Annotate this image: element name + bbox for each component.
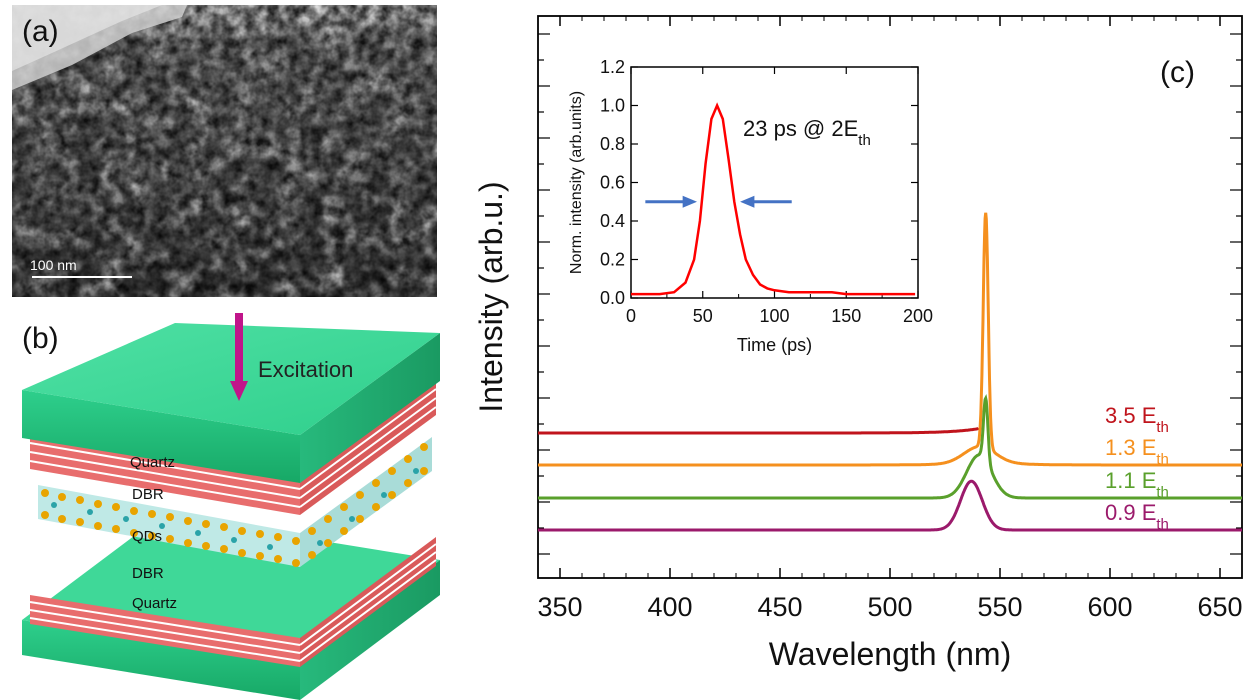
x-tick-label: 550 — [977, 592, 1022, 622]
inset-y-tick-label: 0.6 — [600, 173, 625, 193]
inset-x-tick-label: 100 — [759, 306, 789, 326]
spectrum-11-eth — [538, 393, 1242, 500]
inset-y-tick-label: 0.2 — [600, 250, 625, 270]
qd-layer — [38, 437, 432, 567]
inset-y-tick-label: 0.4 — [600, 211, 625, 231]
spectrum-13-eth — [538, 212, 1242, 467]
x-axis-label: Wavelength (nm) — [769, 636, 1011, 672]
inset-x-tick-label: 0 — [626, 306, 636, 326]
inset-y-tick-label: 0.0 — [600, 288, 625, 308]
panel-b-label: (b) — [22, 322, 59, 355]
legend-09-eth: 0.9 Eth — [1105, 500, 1169, 533]
x-tick-label: 650 — [1197, 592, 1242, 622]
tem-image — [12, 5, 437, 297]
inset-x-tick-label: 200 — [903, 306, 933, 326]
inset-plot-frame — [630, 66, 919, 299]
inset-y-tick-label: 1.0 — [600, 96, 625, 116]
quartz-top-side — [300, 333, 440, 483]
inset-annotation: 23 ps @ 2Eth — [743, 116, 871, 149]
inset-chart: 0 50 100 150 200 0.0 0.2 0.4 0.6 0.8 1.0 1.2 Time (… — [568, 57, 933, 355]
panel-c-label: (c) — [1160, 56, 1195, 89]
inset-y-axis-label: Norm. intensity (arb.units) — [568, 91, 585, 274]
x-tick-label: 400 — [647, 592, 692, 622]
scale-bar-label: 100 nm — [30, 257, 77, 273]
y-axis-label: Intensity (arb.u.) — [473, 181, 509, 412]
layer-label-dbr-bottom: DBR — [132, 565, 164, 582]
fwhm-arrow-right-head — [740, 195, 755, 208]
legend-35-eth: 3.5 Eth — [1105, 403, 1169, 436]
dbr-bottom — [29, 537, 437, 667]
inset-x-tick-label: 50 — [693, 306, 713, 326]
inset-y-tick-label: 0.8 — [600, 134, 625, 154]
quartz-top-surface — [22, 323, 440, 435]
spectrum-35-eth — [538, 427, 980, 435]
excitation-label: Excitation — [258, 357, 353, 382]
quartz-bottom-side — [300, 560, 440, 700]
tem-texture — [12, 5, 437, 297]
spectrum-09-eth — [538, 479, 1242, 532]
inset-pulse-line — [631, 102, 916, 296]
inset-y-tick-label: 1.2 — [600, 57, 625, 77]
fwhm-arrow-left-head — [682, 195, 698, 208]
panel-a-label: (a) — [22, 15, 59, 48]
dbr-top — [29, 381, 437, 515]
x-tick-label: 350 — [537, 592, 582, 622]
layer-label-qds: QDs — [132, 528, 162, 545]
device-schematic: Excitation Quartz DBR QDs DBR Quartz — [22, 313, 440, 700]
x-tick-label: 450 — [757, 592, 802, 622]
x-tick-label: 500 — [867, 592, 912, 622]
layer-label-quartz-bottom: Quartz — [132, 595, 177, 612]
quartz-top-front — [22, 390, 300, 483]
quartz-bottom-front — [22, 620, 300, 700]
excitation-arrow — [230, 313, 248, 401]
layer-label-quartz-top: Quartz — [130, 454, 175, 471]
inset-x-axis-label: Time (ps) — [737, 335, 812, 355]
legend-11-eth: 1.1 Eth — [1105, 468, 1169, 501]
inset-x-tick-label: 150 — [831, 306, 861, 326]
x-tick-label: 600 — [1087, 592, 1132, 622]
legend-13-eth: 1.3 Eth — [1105, 435, 1169, 468]
layer-label-dbr-top: DBR — [132, 486, 164, 503]
